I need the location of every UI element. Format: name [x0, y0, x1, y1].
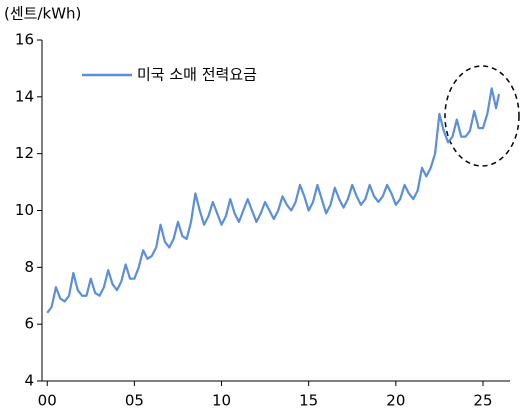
x-tick-label: 20: [386, 392, 405, 410]
x-tick-label: 10: [212, 392, 231, 410]
highlight-ellipse: [444, 65, 520, 167]
y-tick-label: 6: [24, 315, 34, 333]
x-tick-label: 25: [473, 392, 492, 410]
x-tick-label: 05: [125, 392, 144, 410]
y-tick-label: 16: [15, 31, 34, 49]
y-axis-label: (센트/kWh): [4, 5, 81, 23]
y-tick-label: 12: [15, 144, 34, 162]
x-tick-label: 15: [299, 392, 318, 410]
x-tick-label: 00: [38, 392, 57, 410]
legend-label: 미국 소매 전력요금: [137, 66, 257, 84]
y-tick-label: 4: [24, 372, 34, 390]
y-tick-label: 10: [15, 201, 34, 219]
y-tick-label: 8: [24, 258, 34, 276]
y-tick-label: 14: [15, 87, 34, 105]
series-line: [46, 87, 501, 314]
